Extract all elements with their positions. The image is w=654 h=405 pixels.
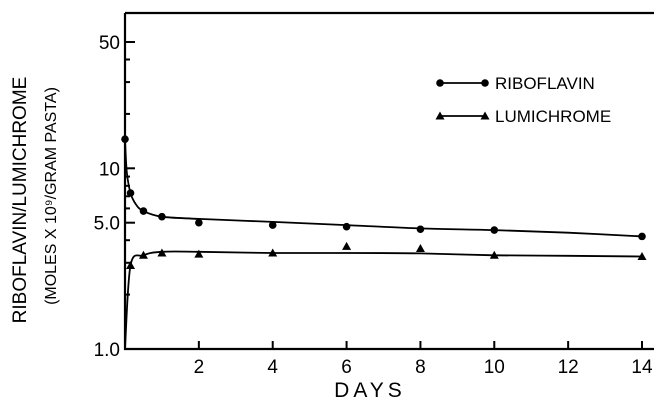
x-tick-label: 8: [415, 357, 426, 378]
data-point-riboflavin: [490, 226, 499, 234]
y-axis-units-group: (MOLES X 10⁹/GRAM PASTA): [43, 87, 60, 305]
legend-label-riboflavin: RIBOFLAVIN: [495, 74, 595, 93]
series-layer: [121, 135, 647, 350]
data-point-lumichrome: [415, 243, 425, 252]
x-tick-label: 6: [341, 357, 352, 378]
legend: RIBOFLAVIN LUMICHROME: [435, 74, 611, 126]
data-point-lumichrome: [342, 241, 352, 250]
data-point-riboflavin: [195, 218, 203, 227]
ticks: 2 4 6 8 10 12 14 1.0 5.0 10 50: [94, 33, 653, 378]
data-point-riboflavin: [268, 221, 277, 229]
data-point-lumichrome: [489, 250, 499, 259]
y-axis-title: RIBOFLAVIN/LUMICHROME: [10, 77, 31, 324]
legend-label-lumichrome: LUMICHROME: [495, 107, 611, 126]
data-point-riboflavin: [158, 212, 166, 221]
data-point-riboflavin: [638, 232, 646, 241]
data-point-lumichrome: [138, 250, 148, 259]
legend-marker-lumichrome: [435, 111, 445, 120]
legend-marker-riboflavin: [436, 79, 444, 87]
axis-lines: [123, 13, 654, 351]
data-point-lumichrome: [268, 248, 278, 257]
series-line-lumichrome: [124, 250, 643, 350]
y-tick-label: 50: [99, 33, 120, 54]
y-tick-label: 10: [99, 159, 120, 180]
y-tick-label: 1.0: [94, 340, 120, 361]
y-axis-title-group: RIBOFLAVIN/LUMICHROME: [10, 77, 31, 324]
data-point-riboflavin: [121, 135, 129, 143]
data-point-riboflavin: [139, 207, 148, 215]
axes: [123, 11, 654, 351]
y-tick-label: 5.0: [94, 214, 120, 235]
x-tick-label: 14: [631, 357, 653, 378]
data-point-riboflavin: [342, 222, 351, 231]
data-point-lumichrome: [637, 252, 647, 261]
data-point-riboflavin: [126, 189, 135, 197]
x-axis-title: DAYS: [334, 379, 406, 402]
series-riboflavin: [121, 135, 646, 241]
x-tick-label: 4: [267, 357, 278, 378]
series-lumichrome: [124, 241, 647, 350]
x-tick-label: 10: [484, 357, 505, 378]
x-tick-label: 2: [194, 357, 205, 378]
data-point-lumichrome: [126, 260, 136, 269]
x-tick-label: 12: [558, 357, 579, 378]
data-point-lumichrome: [194, 249, 204, 258]
y-axis-units: (MOLES X 10⁹/GRAM PASTA): [43, 87, 60, 305]
data-point-lumichrome: [157, 248, 167, 257]
data-point-riboflavin: [416, 225, 425, 234]
